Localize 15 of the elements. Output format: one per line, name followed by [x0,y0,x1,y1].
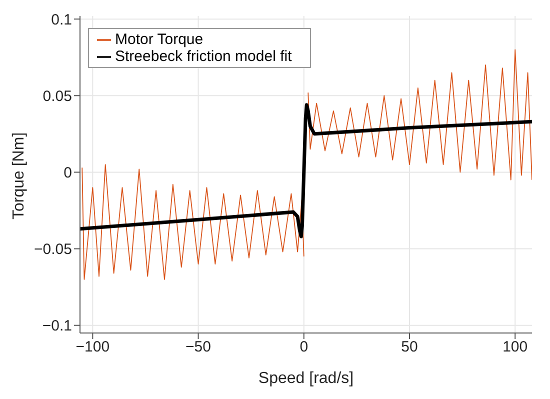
x-tick-label: 0 [300,338,308,356]
y-tick-label: 0.05 [42,88,72,105]
x-axis-title: Speed [rad/s] [258,370,354,387]
line-series [80,103,532,238]
y-axis-title: Torque [Nm] [10,132,28,220]
x-tick-label: 50 [401,338,418,356]
x-tick-label: 100 [502,338,528,356]
y-tick-label: −0.05 [34,241,72,258]
legend-label: Streebeck friction model fit [115,48,292,65]
legend-label: Motor Torque [115,31,204,48]
y-tick-label: 0.1 [51,11,72,28]
x-tick-label: −100 [76,338,110,356]
y-tick-label: 0 [64,164,72,182]
y-tick-label: −0.1 [42,318,72,335]
x-tick-label: −50 [186,338,212,356]
